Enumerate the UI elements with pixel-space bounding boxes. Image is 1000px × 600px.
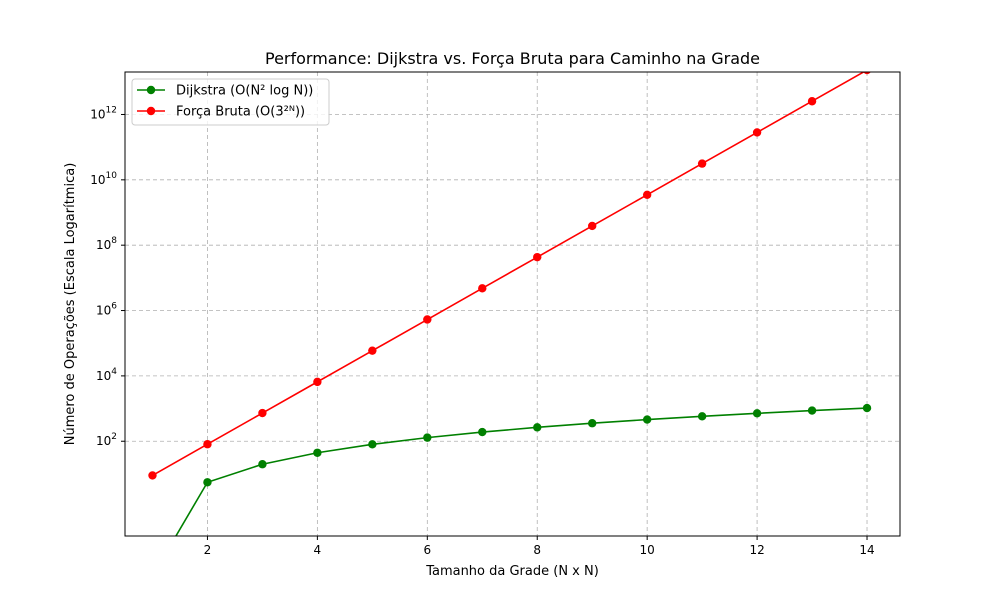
x-tick-label: 4 [314,543,322,557]
y-axis-label: Número de Operações (Escala Logarítmica) [63,163,78,446]
y-tick-label: 104 [96,367,117,383]
data-point [258,460,267,469]
legend-label: Dijkstra (O(N² log N)) [176,84,313,99]
series-line [152,72,866,477]
data-point [423,433,432,442]
y-tick-label: 1010 [90,171,117,187]
y-tick-label: 108 [96,236,117,252]
x-axis-label: Tamanho da Grade (N x N) [425,564,599,579]
data-point [313,448,322,457]
x-tick-label: 12 [749,543,764,557]
chart-title: Performance: Dijkstra vs. Força Bruta pa… [265,49,760,68]
data-point [807,406,817,415]
data-point [533,423,542,432]
data-point [478,427,487,437]
data-point [423,315,432,324]
x-tick-label: 2 [204,543,212,557]
series-0 [175,403,872,536]
data-point [697,159,707,168]
y-tick-label: 106 [96,302,117,318]
data-point [148,471,157,480]
data-point [368,440,377,449]
data-point [587,221,597,231]
y-tick-label: 102 [96,432,117,448]
y-tick-label: 1012 [90,105,117,121]
data-point [863,72,871,75]
data-point [533,252,542,262]
data-point [752,128,762,137]
data-point [642,190,652,199]
series-layer [148,72,872,536]
data-point [642,415,652,424]
series-line [175,407,868,536]
plot-frame [124,71,901,537]
legend-label: Força Bruta (O(3²ᴺ)) [176,105,305,120]
data-point [203,478,212,487]
data-point [258,408,267,418]
data-point [862,403,872,413]
x-tick-label: 14 [859,543,874,557]
x-tick-label: 6 [423,543,431,557]
data-point [587,419,597,428]
data-point [697,412,707,421]
grid [125,72,900,536]
legend: Dijkstra (O(N² log N)) Força Bruta (O(3²ᴺ… [131,78,330,126]
legend-box [131,78,330,126]
data-point [368,346,377,355]
x-tick-label: 10 [640,543,655,557]
series-1 [148,72,871,480]
data-point [478,284,487,293]
legend-marker [146,106,156,116]
data-point [807,97,817,106]
data-point [203,440,212,449]
data-point [752,409,762,418]
data-point [313,377,322,387]
legend-marker [146,85,156,95]
x-tick-label: 8 [533,543,541,557]
